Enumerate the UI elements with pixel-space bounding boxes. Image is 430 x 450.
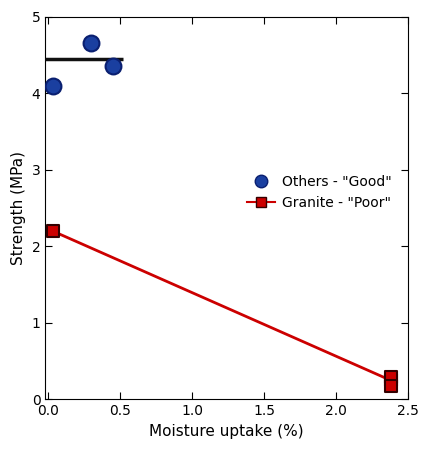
Point [88,40,95,47]
X-axis label: Moisture uptake (%): Moisture uptake (%) [149,424,304,439]
Point [387,382,394,389]
Legend: Others - "Good", Granite - "Poor": Others - "Good", Granite - "Poor" [242,169,397,215]
Point [387,377,394,384]
Point [387,373,394,380]
Point [49,82,56,89]
Point [110,63,117,70]
Point [49,227,56,234]
Y-axis label: Strength (MPa): Strength (MPa) [11,151,26,265]
